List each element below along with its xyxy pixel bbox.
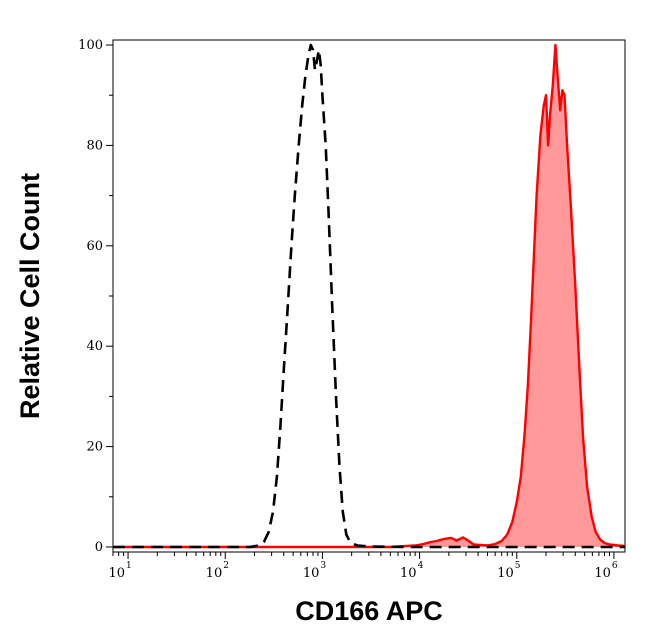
- y-tick-label: 0: [95, 540, 103, 555]
- x-tick-exponent: 1: [126, 561, 132, 571]
- y-tick-label: 80: [86, 138, 103, 153]
- x-tick-label: 10: [303, 566, 320, 581]
- x-axis-title: CD166 APC: [295, 596, 443, 626]
- series-0-line: [113, 43, 625, 549]
- y-axis: 0 20 40 60 80 100: [78, 38, 113, 555]
- x-axis: 10 1 10 2 10 3 10 4 10 5 10 6: [109, 552, 618, 581]
- x-tick-exponent: 2: [223, 561, 229, 571]
- series-layer: [113, 43, 626, 549]
- x-tick-label: 10: [400, 566, 417, 581]
- y-tick-label: 100: [78, 38, 103, 53]
- x-tick-exponent: 5: [515, 561, 521, 571]
- y-axis-title: Relative Cell Count: [15, 173, 45, 419]
- x-tick-label: 10: [594, 566, 611, 581]
- x-tick-label: 10: [206, 566, 223, 581]
- x-tick-label: 10: [497, 566, 514, 581]
- series-1-line: [113, 43, 626, 549]
- y-tick-label: 60: [86, 239, 103, 254]
- series-1-fill: [113, 45, 625, 547]
- x-tick-label: 10: [109, 566, 126, 581]
- x-tick-exponent: 4: [418, 561, 424, 571]
- y-tick-label: 20: [86, 440, 103, 455]
- x-tick-exponent: 3: [320, 561, 326, 571]
- x-tick-exponent: 6: [612, 561, 618, 571]
- y-tick-label: 40: [86, 339, 103, 354]
